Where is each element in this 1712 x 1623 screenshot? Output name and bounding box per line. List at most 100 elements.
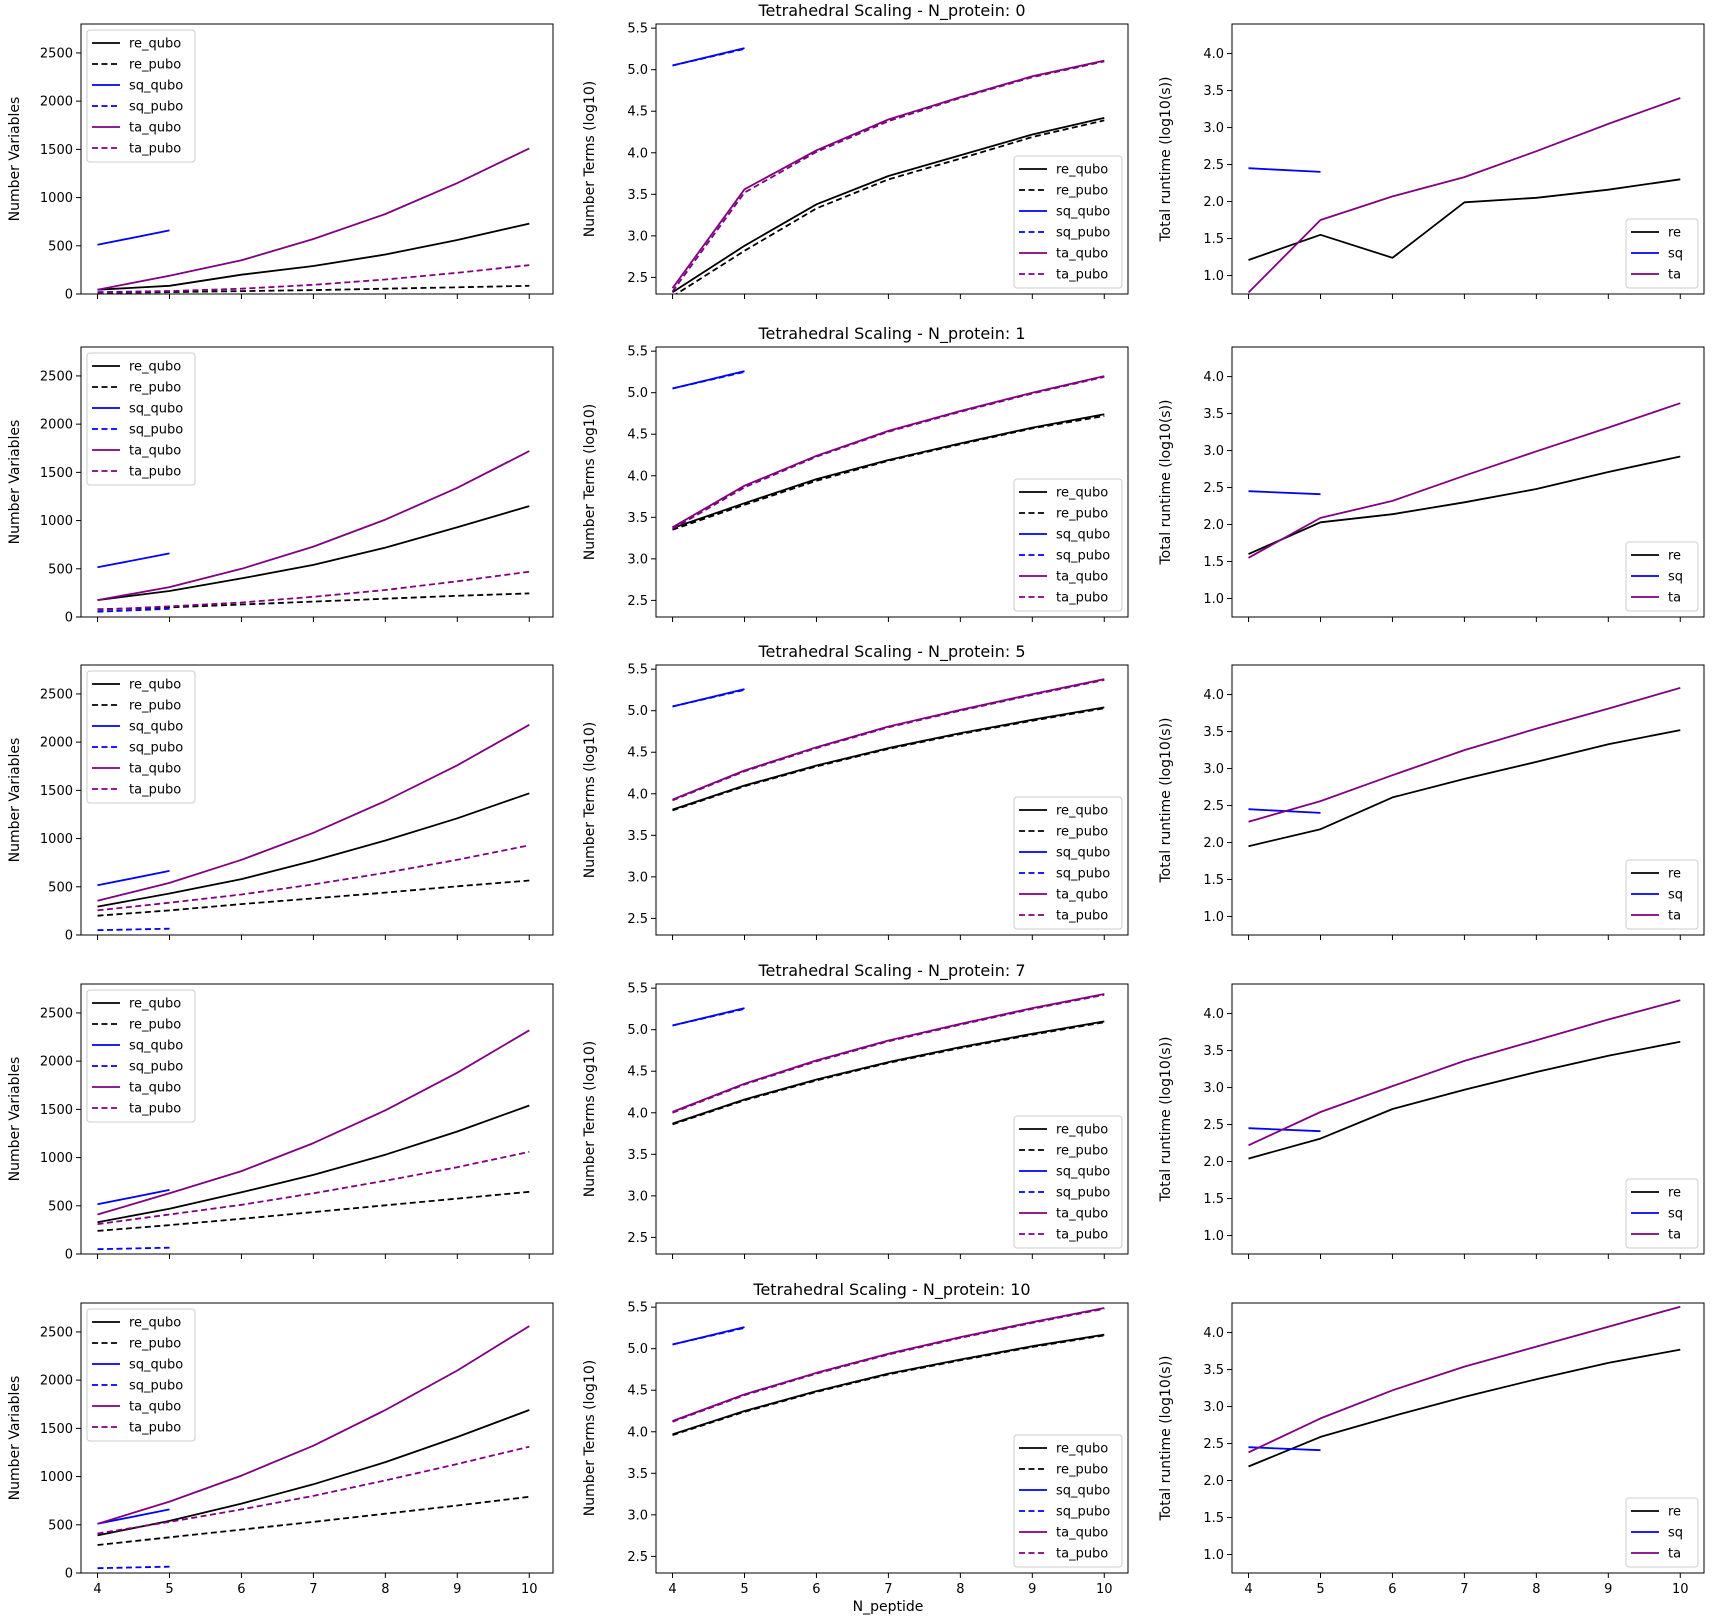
legend-label-re_qubo: re_qubo bbox=[129, 37, 181, 52]
legend-label-re_qubo: re_qubo bbox=[1056, 804, 1108, 819]
y-tick-label: 0 bbox=[65, 611, 73, 626]
y-tick-label: 2.5 bbox=[1203, 1118, 1224, 1133]
y-tick-label: 4.5 bbox=[627, 1384, 648, 1399]
legend-box bbox=[1013, 1115, 1123, 1249]
x-tick-label: 6 bbox=[1388, 1582, 1396, 1597]
legend-label-sq_pubo: sq_pubo bbox=[129, 1060, 183, 1075]
legend-label-sq_qubo: sq_qubo bbox=[129, 1358, 183, 1373]
y-tick-label: 1.0 bbox=[1203, 592, 1224, 607]
y-tick-label: 1500 bbox=[40, 1422, 73, 1437]
series-line-re bbox=[1248, 729, 1681, 848]
x-tick-label: 10 bbox=[1672, 1582, 1689, 1597]
y-tick-label: 5.5 bbox=[627, 1301, 648, 1316]
series-line-ta bbox=[1248, 1305, 1681, 1454]
y-tick-label: 2500 bbox=[40, 46, 73, 61]
series-line-ta_qubo bbox=[97, 1029, 530, 1216]
legend-label-ta_pubo: ta_pubo bbox=[129, 1102, 181, 1117]
y-tick-label: 5.5 bbox=[627, 663, 648, 678]
series-line-ta_qubo bbox=[97, 724, 530, 902]
y-tick-label: 4.0 bbox=[1203, 370, 1224, 385]
legend: re sq ta bbox=[1625, 859, 1699, 930]
legend-label-re: re bbox=[1668, 1505, 1681, 1520]
subplot-r3-c0: 0 500 1000 1500 2000 2500 Number Variables re_q… bbox=[7, 983, 554, 1263]
legend-label-re_pubo: re_pubo bbox=[129, 58, 181, 73]
x-tick-label: 9 bbox=[1028, 1582, 1036, 1597]
series-lines bbox=[97, 1325, 530, 1570]
legend-label-re_qubo: re_qubo bbox=[129, 1316, 181, 1331]
y-tick-label: 1.5 bbox=[1203, 232, 1224, 247]
y-tick-label: 3.5 bbox=[627, 511, 648, 526]
legend-label-re_pubo: re_pubo bbox=[129, 1018, 181, 1033]
legend-label-ta_qubo: ta_qubo bbox=[1056, 888, 1108, 903]
series-line-ta_pubo bbox=[97, 264, 530, 294]
series-line-sq_pubo bbox=[97, 1565, 170, 1570]
axes-frame bbox=[80, 346, 554, 618]
axes-frame bbox=[1231, 1302, 1705, 1574]
legend-label-sq_qubo: sq_qubo bbox=[1056, 1484, 1110, 1499]
y-tick-label: 4.0 bbox=[627, 787, 648, 802]
series-lines bbox=[672, 1307, 1105, 1436]
series-line-re_pubo bbox=[97, 879, 530, 917]
legend-box bbox=[1625, 859, 1699, 930]
subplot-grid: 0 500 1000 1500 2000 2500 Number Variables re_q… bbox=[7, 1, 1705, 1597]
legend-label-sq_qubo: sq_qubo bbox=[1056, 1165, 1110, 1180]
legend: re sq ta bbox=[1625, 218, 1699, 289]
x-tick-label: 5 bbox=[165, 1582, 173, 1597]
series-line-ta_qubo bbox=[97, 1325, 530, 1525]
y-tick-label: 2500 bbox=[40, 1006, 73, 1021]
y-tick-label: 3.0 bbox=[1203, 121, 1224, 136]
legend-label-re_pubo: re_pubo bbox=[1056, 825, 1108, 840]
legend-label-ta: ta bbox=[1668, 591, 1681, 606]
y-tick-label: 4.0 bbox=[1203, 1326, 1224, 1341]
y-tick-label: 3.0 bbox=[627, 1508, 648, 1523]
legend-label-re: re bbox=[1668, 1186, 1681, 1201]
x-tick-label: 4 bbox=[93, 1582, 101, 1597]
y-tick-label: 1500 bbox=[40, 143, 73, 158]
x-tick-label: 9 bbox=[453, 1582, 461, 1597]
series-line-re_qubo bbox=[97, 792, 530, 908]
series-line-re_pubo bbox=[97, 1190, 530, 1232]
y-tick-label: 1000 bbox=[40, 191, 73, 206]
y-tick-label: 3.5 bbox=[627, 1467, 648, 1482]
y-tick-label: 2500 bbox=[40, 687, 73, 702]
y-axis-label: Number Variables bbox=[7, 97, 23, 222]
axes-frame bbox=[80, 1302, 554, 1574]
subplot-r3-c1: Tetrahedral Scaling - N_protein: 7 2.5 3.0… bbox=[582, 961, 1129, 1259]
series-line-sq_pubo bbox=[672, 48, 745, 67]
legend-label-sq_qubo: sq_qubo bbox=[129, 79, 183, 94]
series-line-sq_pubo bbox=[97, 1246, 170, 1251]
y-tick-label: 1000 bbox=[40, 1151, 73, 1166]
y-tick-label: 3.5 bbox=[1203, 1044, 1224, 1059]
axes-frame bbox=[80, 983, 554, 1255]
series-line-sq_pubo bbox=[672, 1008, 745, 1027]
y-tick-label: 2000 bbox=[40, 1055, 73, 1070]
series-line-sq_pubo bbox=[97, 607, 170, 613]
y-tick-label: 1.5 bbox=[1203, 555, 1224, 570]
y-axis-label: Number Terms (log10) bbox=[582, 1360, 598, 1516]
y-tick-label: 500 bbox=[48, 880, 73, 895]
y-tick-label: 2.5 bbox=[1203, 1437, 1224, 1452]
legend-box bbox=[86, 352, 196, 486]
legend-label-ta: ta bbox=[1668, 909, 1681, 924]
y-tick-label: 4.0 bbox=[1203, 1007, 1224, 1022]
y-tick-label: 3.0 bbox=[1203, 762, 1224, 777]
x-tick-label: 10 bbox=[521, 1582, 538, 1597]
series-line-re_qubo bbox=[97, 222, 530, 291]
legend: re_qubo re_pubo sq_qubo sq_pubo ta_qubo ta_pu… bbox=[86, 670, 196, 804]
series-lines bbox=[672, 993, 1105, 1126]
series-line-sq_qubo bbox=[97, 1508, 170, 1525]
series-lines bbox=[1248, 1305, 1681, 1468]
y-tick-label: 4.5 bbox=[627, 105, 648, 120]
y-axis-label: Number Terms (log10) bbox=[582, 722, 598, 878]
legend-label-re_qubo: re_qubo bbox=[1056, 1123, 1108, 1138]
series-line-re bbox=[1248, 1348, 1681, 1468]
y-tick-label: 2500 bbox=[40, 1325, 73, 1340]
y-axis-label: Total runtime (log10(s)) bbox=[1158, 399, 1174, 565]
legend: re_qubo re_pubo sq_qubo sq_pubo ta_qubo ta_pu… bbox=[1013, 1115, 1123, 1249]
y-tick-label: 2.5 bbox=[1203, 481, 1224, 496]
subplot-r4-c0: 0 500 1000 1500 2000 2500 4 5 6 7 8 9 10 Number Varia… bbox=[7, 1302, 554, 1597]
x-tick-label: 5 bbox=[740, 1582, 748, 1597]
series-line-re_qubo bbox=[97, 1409, 530, 1537]
series-lines bbox=[97, 450, 530, 613]
subplot-r1-c0: 0 500 1000 1500 2000 2500 Number Variables re_q… bbox=[7, 346, 554, 626]
